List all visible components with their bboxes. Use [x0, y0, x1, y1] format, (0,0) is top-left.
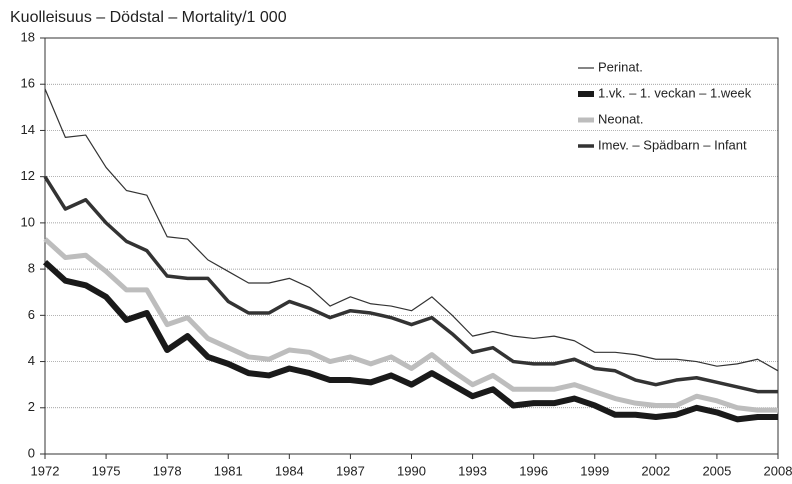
x-tick-label: 1975	[92, 463, 121, 478]
y-tick-label: 10	[21, 214, 35, 229]
x-tick-label: 2002	[641, 463, 670, 478]
series-line	[43, 175, 778, 394]
y-tick-label: 2	[28, 399, 35, 414]
plot-frame	[44, 37, 779, 455]
x-tick-label: 2008	[764, 463, 792, 478]
x-tick-label: 1993	[458, 463, 487, 478]
x-tick-label: 1999	[580, 463, 609, 478]
y-tick-label: 8	[28, 261, 35, 276]
x-tick-label: 1978	[153, 463, 182, 478]
y-tick-label: 6	[28, 307, 35, 322]
y-tick-label: 12	[21, 168, 35, 183]
x-tick-label: 1987	[336, 463, 365, 478]
legend-label: Neonat.	[598, 111, 644, 126]
x-tick-label: 1972	[31, 463, 60, 478]
y-tick-label: 14	[21, 122, 35, 137]
series-line	[44, 88, 779, 372]
legend-label: Perinat.	[598, 59, 643, 74]
y-tick-label: 16	[21, 76, 35, 91]
legend-label: 1.vk. – 1. veckan – 1.week	[598, 85, 752, 100]
series-line	[43, 237, 778, 413]
x-tick-label: 1984	[275, 463, 304, 478]
legend-label: Imev. – Spädbarn – Infant	[598, 137, 747, 152]
y-tick-label: 0	[28, 445, 35, 460]
x-tick-label: 1981	[214, 463, 243, 478]
series-line	[42, 259, 778, 423]
y-tick-label: 4	[28, 353, 35, 368]
y-tick-label: 18	[21, 29, 35, 44]
x-tick-label: 2005	[702, 463, 731, 478]
x-tick-label: 1996	[519, 463, 548, 478]
chart-title: Kuolleisuus – Dödstal – Mortality/1 000	[10, 9, 287, 26]
x-tick-label: 1990	[397, 463, 426, 478]
